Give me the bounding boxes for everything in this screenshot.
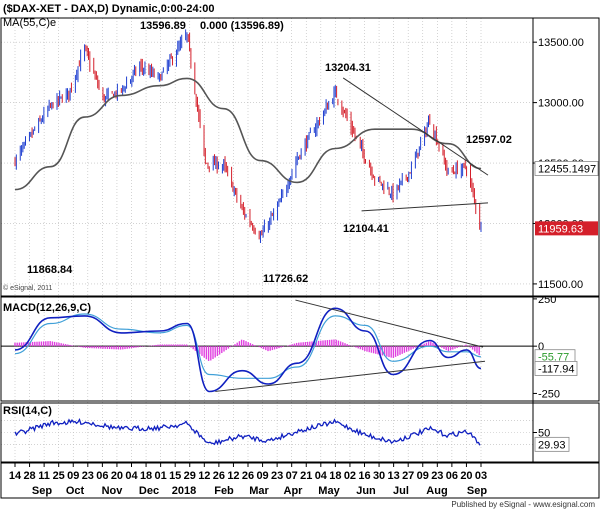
x-tick-label: 15 (169, 470, 181, 482)
trendline (361, 202, 489, 212)
price-panel (14, 29, 489, 244)
price-annotation-trend-target: 12597.02 (466, 134, 512, 146)
x-tick-label: 23 (431, 470, 443, 482)
copyright-text: © eSignal, 2011 (3, 284, 53, 292)
x-tick-label: 30 (373, 470, 385, 482)
x-month-label: Mar (249, 485, 269, 497)
last-close-label: 11959.63 (538, 223, 583, 235)
rsi-line (14, 418, 481, 446)
moving-average-line (14, 77, 482, 191)
macd-value-box (534, 361, 578, 376)
x-tick-label: 26 (213, 470, 225, 482)
x-tick-label: 12 (198, 470, 210, 482)
x-tick-label: 26 (242, 470, 254, 482)
x-month-label: Apr (284, 485, 304, 497)
macd-y-tick-label: 250 (538, 294, 556, 306)
price-annotation-sep-low: 11868.84 (27, 264, 73, 276)
macd-y-tick-label: -250 (538, 388, 560, 400)
x-month-label: 2018 (172, 485, 196, 497)
x-tick-label: 09 (67, 470, 79, 482)
x-tick-label: 07 (286, 470, 298, 482)
x-tick-label: 29 (184, 470, 196, 482)
macd-trendline-lower (215, 360, 486, 392)
x-month-label: May (318, 485, 340, 497)
x-tick-label: 04 (125, 470, 138, 482)
x-month-label: Feb (214, 485, 234, 497)
panel-frame (0, 17, 600, 297)
macd-signal-value: -55.77 (538, 352, 569, 364)
price-annotation-support: 12104.41 (343, 223, 389, 235)
price-annotation-high: 13596.89 (140, 20, 186, 32)
macd-title: MACD(12,26,9,C) (3, 302, 91, 314)
panel-frame (0, 462, 600, 499)
x-tick-label: 12 (227, 470, 239, 482)
y-tick-label: 13000.00 (538, 98, 584, 110)
rsi-title: RSI(14,C) (3, 405, 52, 417)
x-tick-label: 13 (388, 470, 400, 482)
x-tick-label: 09 (256, 470, 268, 482)
x-tick-label: 06 (446, 470, 458, 482)
macd-y-tick-label: 0 (538, 341, 544, 353)
x-tick-label: 23 (271, 470, 283, 482)
price-annotation-may-high: 13204.31 (325, 62, 371, 74)
rsi-value-box (534, 436, 570, 452)
x-tick-label: 09 (417, 470, 429, 482)
x-tick-label: 25 (53, 470, 65, 482)
x-tick-label: 21 (300, 470, 312, 482)
panel-frame (0, 296, 600, 402)
x-tick-label: 01 (155, 470, 167, 482)
x-month-label: Aug (426, 485, 447, 497)
x-tick-label: 11 (38, 470, 50, 482)
x-tick-label: 06 (96, 470, 108, 482)
publisher-text: Published by eSignal - www.esignal.com (451, 500, 595, 509)
macd-panel (1, 299, 533, 393)
x-month-label: Jun (356, 485, 376, 497)
axes-layer: 14 28 11 25 09 23 06 20 04 18 01 15 29 12 26 12 26 09 23 07… (0, 17, 600, 499)
last-close-box (535, 221, 598, 236)
rsi-value: 29.93 (538, 439, 566, 451)
x-month-label: Oct (66, 485, 85, 497)
x-month-label: Nov (102, 485, 124, 497)
trendline (342, 77, 489, 176)
price-annotation-mar-low: 11726.62 (263, 273, 308, 285)
label-layer: ($DAX-XET - DAX,D) Dynamic,0:00-24:00 MA… (3, 3, 595, 509)
x-tick-label: 18 (140, 470, 152, 482)
macd-value: -117.94 (538, 363, 575, 375)
ma-value-box (534, 161, 599, 176)
macd-line (14, 307, 482, 393)
x-month-label: Dec (139, 485, 159, 497)
y-tick-label: 11500.00 (538, 279, 583, 291)
price-annotation-high-value: 0.000 (13596.89) (200, 20, 284, 32)
x-month-label: Sep (467, 485, 487, 497)
x-tick-label: 18 (329, 470, 341, 482)
x-month-label: Sep (32, 485, 52, 497)
y-tick-label: 13500.00 (538, 37, 584, 49)
panel-frame (0, 402, 600, 463)
rsi-y-tick-label: 50 (538, 428, 550, 440)
x-tick-label: 14 (9, 470, 22, 482)
x-tick-label: 02 (344, 470, 356, 482)
x-tick-label: 20 (111, 470, 123, 482)
ma-value-label: 12455.1497 (538, 163, 596, 175)
indicator-label: MA(55,C)e (3, 17, 56, 29)
x-tick-label: 23 (82, 470, 94, 482)
rsi-panel (14, 418, 481, 446)
x-tick-label: 03 (475, 470, 487, 482)
x-tick-label: 04 (315, 470, 328, 482)
x-tick-label: 27 (402, 470, 414, 482)
chart-title: ($DAX-XET - DAX,D) Dynamic,0:00-24:00 (3, 3, 215, 15)
macd-signal-line (14, 313, 482, 379)
x-tick-label: 28 (23, 470, 35, 482)
x-tick-label: 20 (460, 470, 472, 482)
x-month-label: Jul (393, 485, 409, 497)
macd-trendline-upper (295, 299, 484, 348)
x-tick-label: 16 (358, 470, 370, 482)
